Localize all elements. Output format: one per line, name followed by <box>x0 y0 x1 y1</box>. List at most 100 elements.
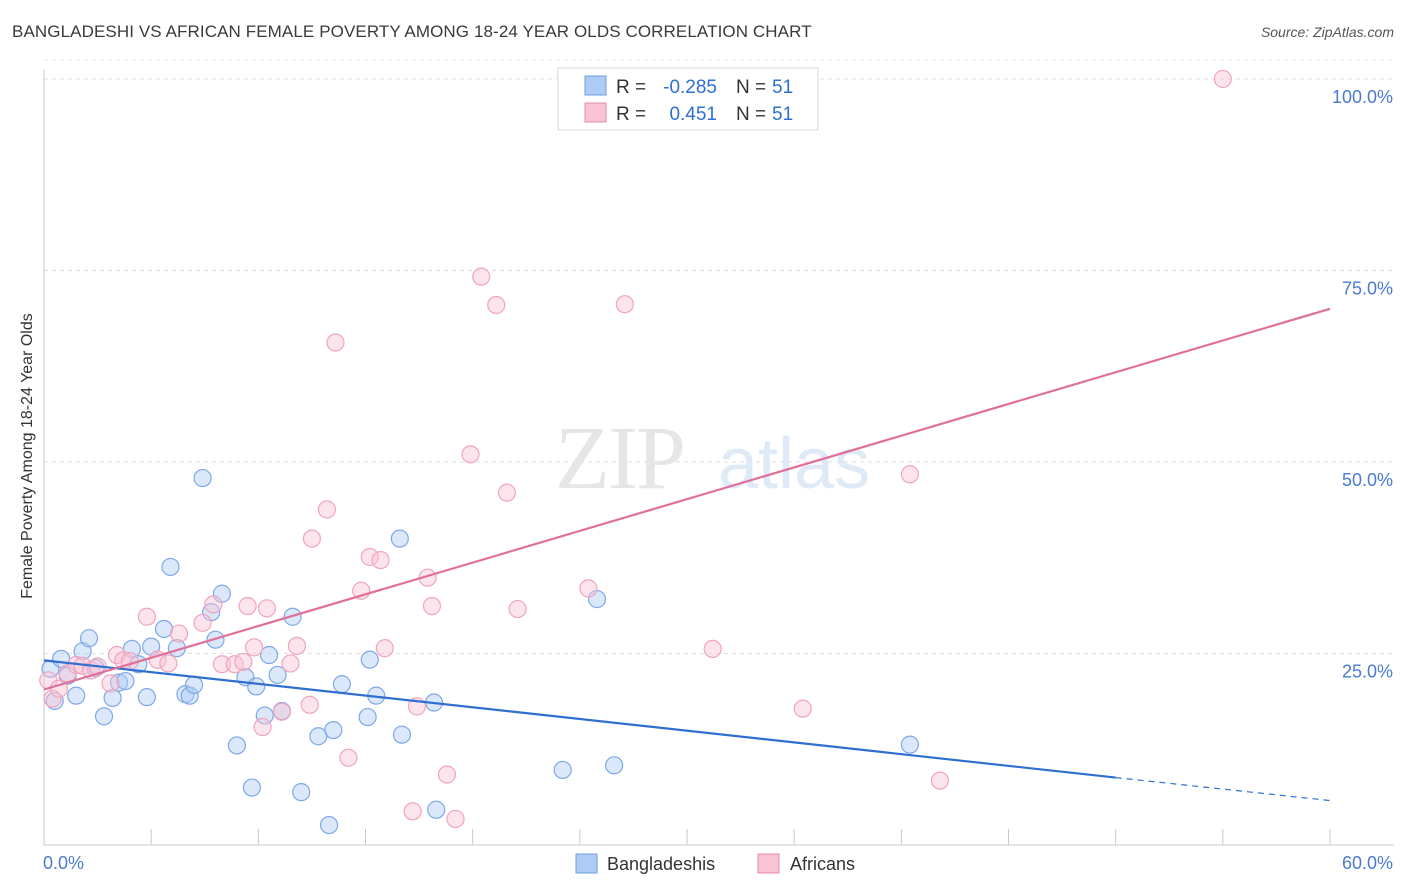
point-africans-8 <box>101 674 120 693</box>
point-bangladeshis-8 <box>94 707 114 726</box>
point-bangladeshis-43 <box>390 529 409 548</box>
point-africans-45 <box>487 295 506 315</box>
point-bangladeshis-47 <box>553 760 572 780</box>
point-africans-44 <box>472 267 491 286</box>
point-africans-37 <box>403 802 422 821</box>
point-africans-15 <box>169 624 189 643</box>
watermark-atlas: atlas <box>718 424 870 504</box>
point-africans-43 <box>461 445 480 464</box>
point-bangladeshis-14 <box>137 688 156 707</box>
x-axis-ticks <box>43 829 1331 845</box>
point-bangladeshis-38 <box>324 720 343 740</box>
point-bangladeshis-4 <box>67 686 86 705</box>
point-africans-42 <box>446 809 465 829</box>
point-africans-23 <box>253 717 272 737</box>
point-africans-51 <box>900 465 920 484</box>
point-bangladeshis-29 <box>247 677 266 696</box>
series-legend-label-bangladeshis: Bangladeshis <box>607 854 715 874</box>
y-tick-label-100: 100.0% <box>1332 87 1393 107</box>
point-bangladeshis-49 <box>605 756 624 775</box>
point-bangladeshis-39 <box>332 675 352 694</box>
point-bangladeshis-31 <box>259 645 279 665</box>
point-africans-30 <box>317 500 337 519</box>
point-africans-24 <box>257 599 277 618</box>
trend-line-extension-bangladeshis <box>1115 776 1331 802</box>
point-africans-11 <box>120 652 139 671</box>
legend-swatch-bangladeshis <box>584 75 607 96</box>
legend-n-value-africans: 51 <box>772 104 793 125</box>
point-africans-25 <box>272 702 292 721</box>
legend-r-value-africans: 0.451 <box>669 104 717 125</box>
chart-title: BANGLADESHI VS AFRICAN FEMALE POVERTY AM… <box>12 22 812 41</box>
legend-r-value-bangladeshis: -0.285 <box>663 77 717 98</box>
point-africans-34 <box>360 547 379 567</box>
trend-line-africans <box>43 307 1331 691</box>
point-africans-49 <box>703 639 722 659</box>
point-bangladeshis-9 <box>103 688 122 708</box>
point-africans-53 <box>1213 69 1232 89</box>
series-legend-swatch-africans <box>757 853 780 874</box>
legend-r-label-2: R = <box>616 104 646 125</box>
point-bangladeshis-40 <box>358 707 377 727</box>
point-africans-27 <box>287 636 307 655</box>
series-legend: Bangladeshis Africans <box>575 853 855 874</box>
x-tick-label-0: 0.0% <box>43 853 84 873</box>
point-bangladeshis-11 <box>116 671 135 691</box>
point-africans-16 <box>193 613 212 632</box>
point-bangladeshis-26 <box>227 736 246 755</box>
point-africans-14 <box>159 654 178 673</box>
series-legend-label-africans: Africans <box>790 854 855 874</box>
point-africans-12 <box>137 607 156 626</box>
point-africans-21 <box>238 596 257 616</box>
point-africans-47 <box>508 599 527 619</box>
point-africans-20 <box>234 652 253 672</box>
point-africans-28 <box>300 695 319 714</box>
point-africans-29 <box>302 529 322 548</box>
point-africans-36 <box>375 639 394 658</box>
point-bangladeshis-46 <box>427 800 446 819</box>
point-africans-35 <box>371 550 390 570</box>
legend-n-label-2: N = <box>736 104 766 125</box>
y-tick-label-75: 75.0% <box>1342 279 1393 299</box>
point-africans-18 <box>212 655 231 674</box>
point-bangladeshis-21 <box>184 675 204 695</box>
point-africans-31 <box>326 333 345 352</box>
source-label: Source: ZipAtlas.com <box>1260 24 1394 40</box>
point-africans-41 <box>437 765 457 784</box>
point-bangladeshis-16 <box>154 619 174 639</box>
x-axis-tick-labels: 0.0% 60.0% <box>43 853 1393 873</box>
legend-n-value-bangladeshis: 51 <box>772 77 793 98</box>
point-africans-48 <box>615 295 634 314</box>
point-africans-52 <box>930 771 950 790</box>
point-bangladeshis-44 <box>392 725 412 744</box>
point-africans-32 <box>339 748 358 767</box>
point-bangladeshis-32 <box>268 665 287 685</box>
y-axis-tick-labels: 25.0% 50.0% 75.0% 100.0% <box>1332 87 1393 682</box>
trend-lines <box>43 307 1331 802</box>
point-africans-17 <box>204 595 223 614</box>
y-tick-label-25: 25.0% <box>1342 662 1393 682</box>
x-tick-label-60: 60.0% <box>1342 853 1393 873</box>
point-africans-46 <box>497 483 517 502</box>
point-bangladeshis-17 <box>161 557 180 577</box>
point-bangladeshis-35 <box>292 783 311 802</box>
point-bangladeshis-41 <box>360 650 379 669</box>
watermark-zip: ZIP <box>555 409 684 508</box>
point-bangladeshis-37 <box>319 815 339 835</box>
legend-swatch-africans <box>584 102 607 123</box>
gridlines <box>44 59 1394 654</box>
point-bangladeshis-30 <box>255 706 274 725</box>
point-africans-22 <box>244 638 264 657</box>
point-bangladeshis-6 <box>79 629 99 648</box>
legend-r-label-1: R = <box>616 77 646 98</box>
axes <box>43 70 1394 846</box>
series-legend-swatch-bangladeshis <box>575 853 598 874</box>
legend-n-label-1: N = <box>736 77 766 98</box>
point-bangladeshis-28 <box>242 778 262 797</box>
point-bangladeshis-20 <box>180 686 199 705</box>
point-africans-50 <box>793 699 812 718</box>
trend-line-bangladeshis <box>43 659 1116 779</box>
point-africans-40 <box>422 596 442 616</box>
point-bangladeshis-50 <box>900 735 920 754</box>
